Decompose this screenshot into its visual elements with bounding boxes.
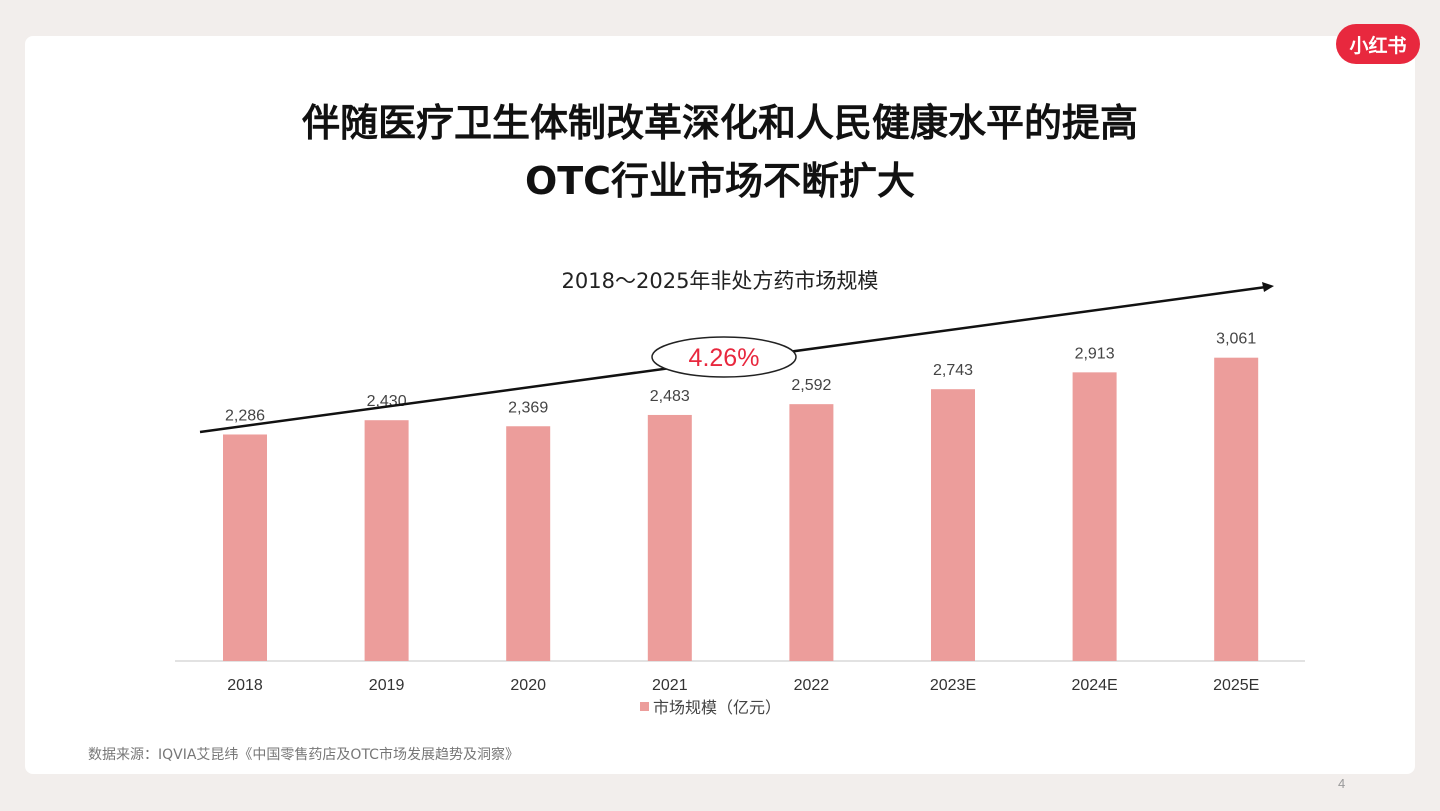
data-label-2025E: 3,061 <box>1216 331 1256 348</box>
page-number: 4 <box>1338 776 1346 791</box>
data-label-2022: 2,592 <box>791 377 831 394</box>
x-tick-2018: 2018 <box>227 677 263 694</box>
x-tick-2020: 2020 <box>510 677 546 694</box>
x-tick-2019: 2019 <box>369 677 405 694</box>
bar-2025E <box>1214 357 1259 661</box>
bar-2024E <box>1072 372 1117 661</box>
bar-2022 <box>789 404 834 661</box>
bar-2020 <box>506 426 551 661</box>
data-label-2023E: 2,743 <box>933 362 973 379</box>
legend-swatch <box>640 701 649 711</box>
data-label-2018: 2,286 <box>225 407 265 424</box>
chart-title: 2018～2025年非处方药市场规模 <box>561 269 879 293</box>
slide-title-line1: 伴随医疗卫生体制改革深化和人民健康水平的提高 <box>301 101 1138 145</box>
bar-2023E <box>931 389 975 661</box>
slide-title-line2: OTC行业市场不断扩大 <box>524 159 916 203</box>
x-tick-2023E: 2023E <box>930 677 976 694</box>
x-tick-2024E: 2024E <box>1071 677 1117 694</box>
x-tick-2022: 2022 <box>794 677 830 694</box>
data-label-2024E: 2,913 <box>1075 345 1115 362</box>
bar-2019 <box>364 420 409 661</box>
cagr-annotation: 4.26% <box>689 344 760 372</box>
xiaohongshu-logo: 小红书 <box>1336 24 1420 64</box>
legend-label: 市场规模（亿元） <box>653 698 782 717</box>
cagr-ellipse <box>651 336 797 378</box>
data-source-note: 数据来源：IQVIA艾昆纬《中国零售药店及OTC市场发展趋势及洞察》 <box>88 747 519 763</box>
bar-2021 <box>647 414 692 661</box>
x-tick-2021: 2021 <box>652 677 688 694</box>
trend-arrow-head <box>1262 282 1274 292</box>
x-tick-2025E: 2025E <box>1213 677 1259 694</box>
chart-legend: 市场规模（亿元） <box>640 694 781 718</box>
data-label-2020: 2,369 <box>508 399 548 416</box>
data-label-2021: 2,483 <box>650 388 690 405</box>
bar-2018 <box>223 434 267 661</box>
